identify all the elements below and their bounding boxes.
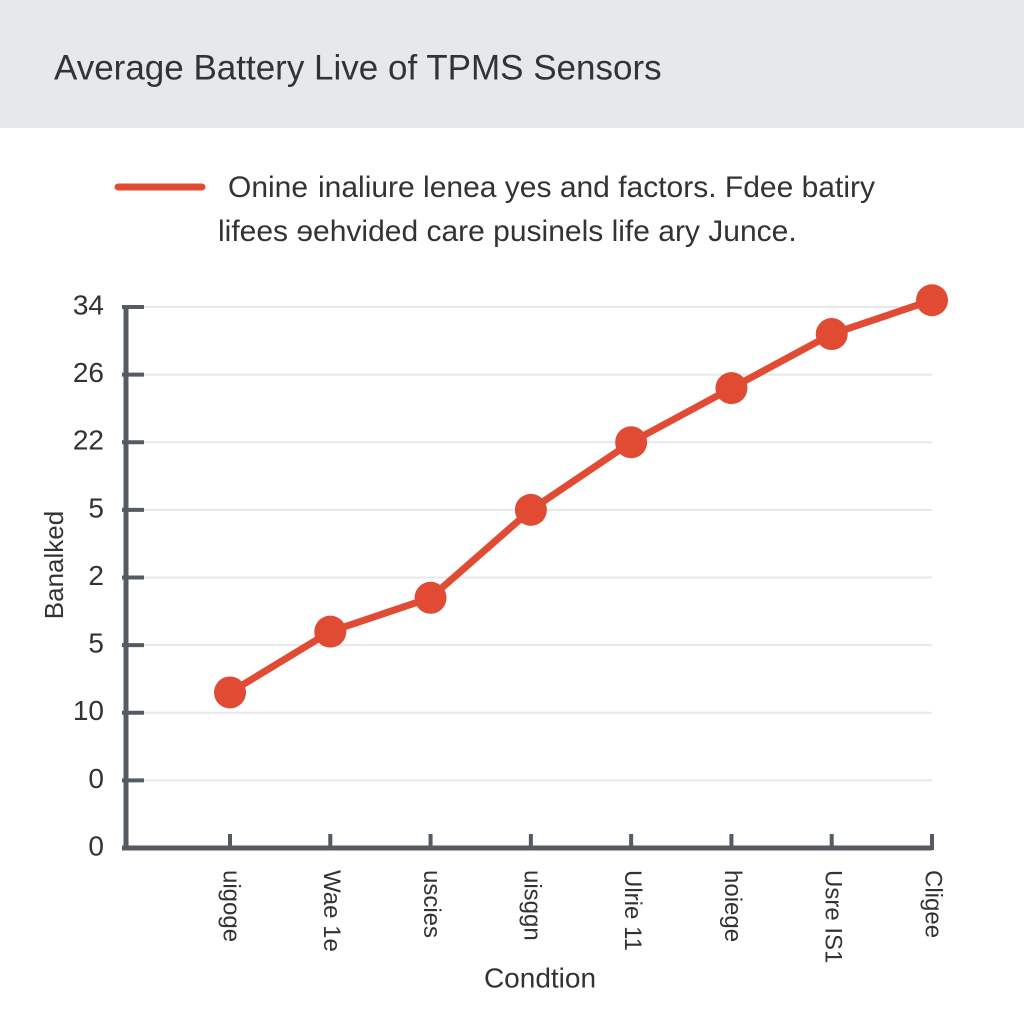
legend-label: Onine [228, 171, 308, 204]
data-point [314, 615, 347, 648]
data-point [815, 318, 848, 351]
data-point [715, 372, 748, 405]
data-point [414, 581, 447, 614]
x-tick-label: Ulrie 11 [619, 870, 646, 951]
x-tick-label: hoieɡe [719, 870, 746, 942]
x-tick-label: uisɡɡn [519, 870, 546, 941]
x-tick-label: Cligee [920, 870, 947, 938]
data-point [514, 493, 547, 526]
y-tick-label: 0 [88, 830, 104, 861]
data-point [615, 426, 648, 459]
x-tick-label: uiɡoɡe [218, 870, 245, 942]
y-tick-label: 0 [88, 763, 104, 794]
y-tick-label: 10 [73, 695, 104, 726]
y-tick-label: 26 [73, 357, 104, 388]
data-line [228, 296, 934, 696]
subtitle: inaliure lenea yes and factors. Fdee bat… [318, 171, 875, 204]
y-tick-label: 5 [88, 628, 104, 659]
y-tick-label: 2 [88, 560, 104, 591]
data-point [916, 284, 948, 317]
x-axis-label: Condtion [484, 962, 596, 993]
y-tick-label: 5 [88, 492, 104, 523]
subtitle: lifees ɘehvided care pusinels life ary J… [218, 215, 797, 248]
header-band [0, 0, 1024, 128]
chart-title: Average Battery Live of TPMS Sensors [54, 48, 662, 87]
x-tick-label: Usre IS1 [819, 870, 846, 963]
y-tick-label: 34 [73, 289, 104, 320]
y-axis-label: Banalked [39, 511, 69, 619]
data-point [214, 676, 246, 709]
x-tick-label: uscies [418, 870, 445, 938]
y-tick-label: 22 [73, 425, 104, 456]
x-tick-label: Wae 1e [318, 870, 345, 952]
